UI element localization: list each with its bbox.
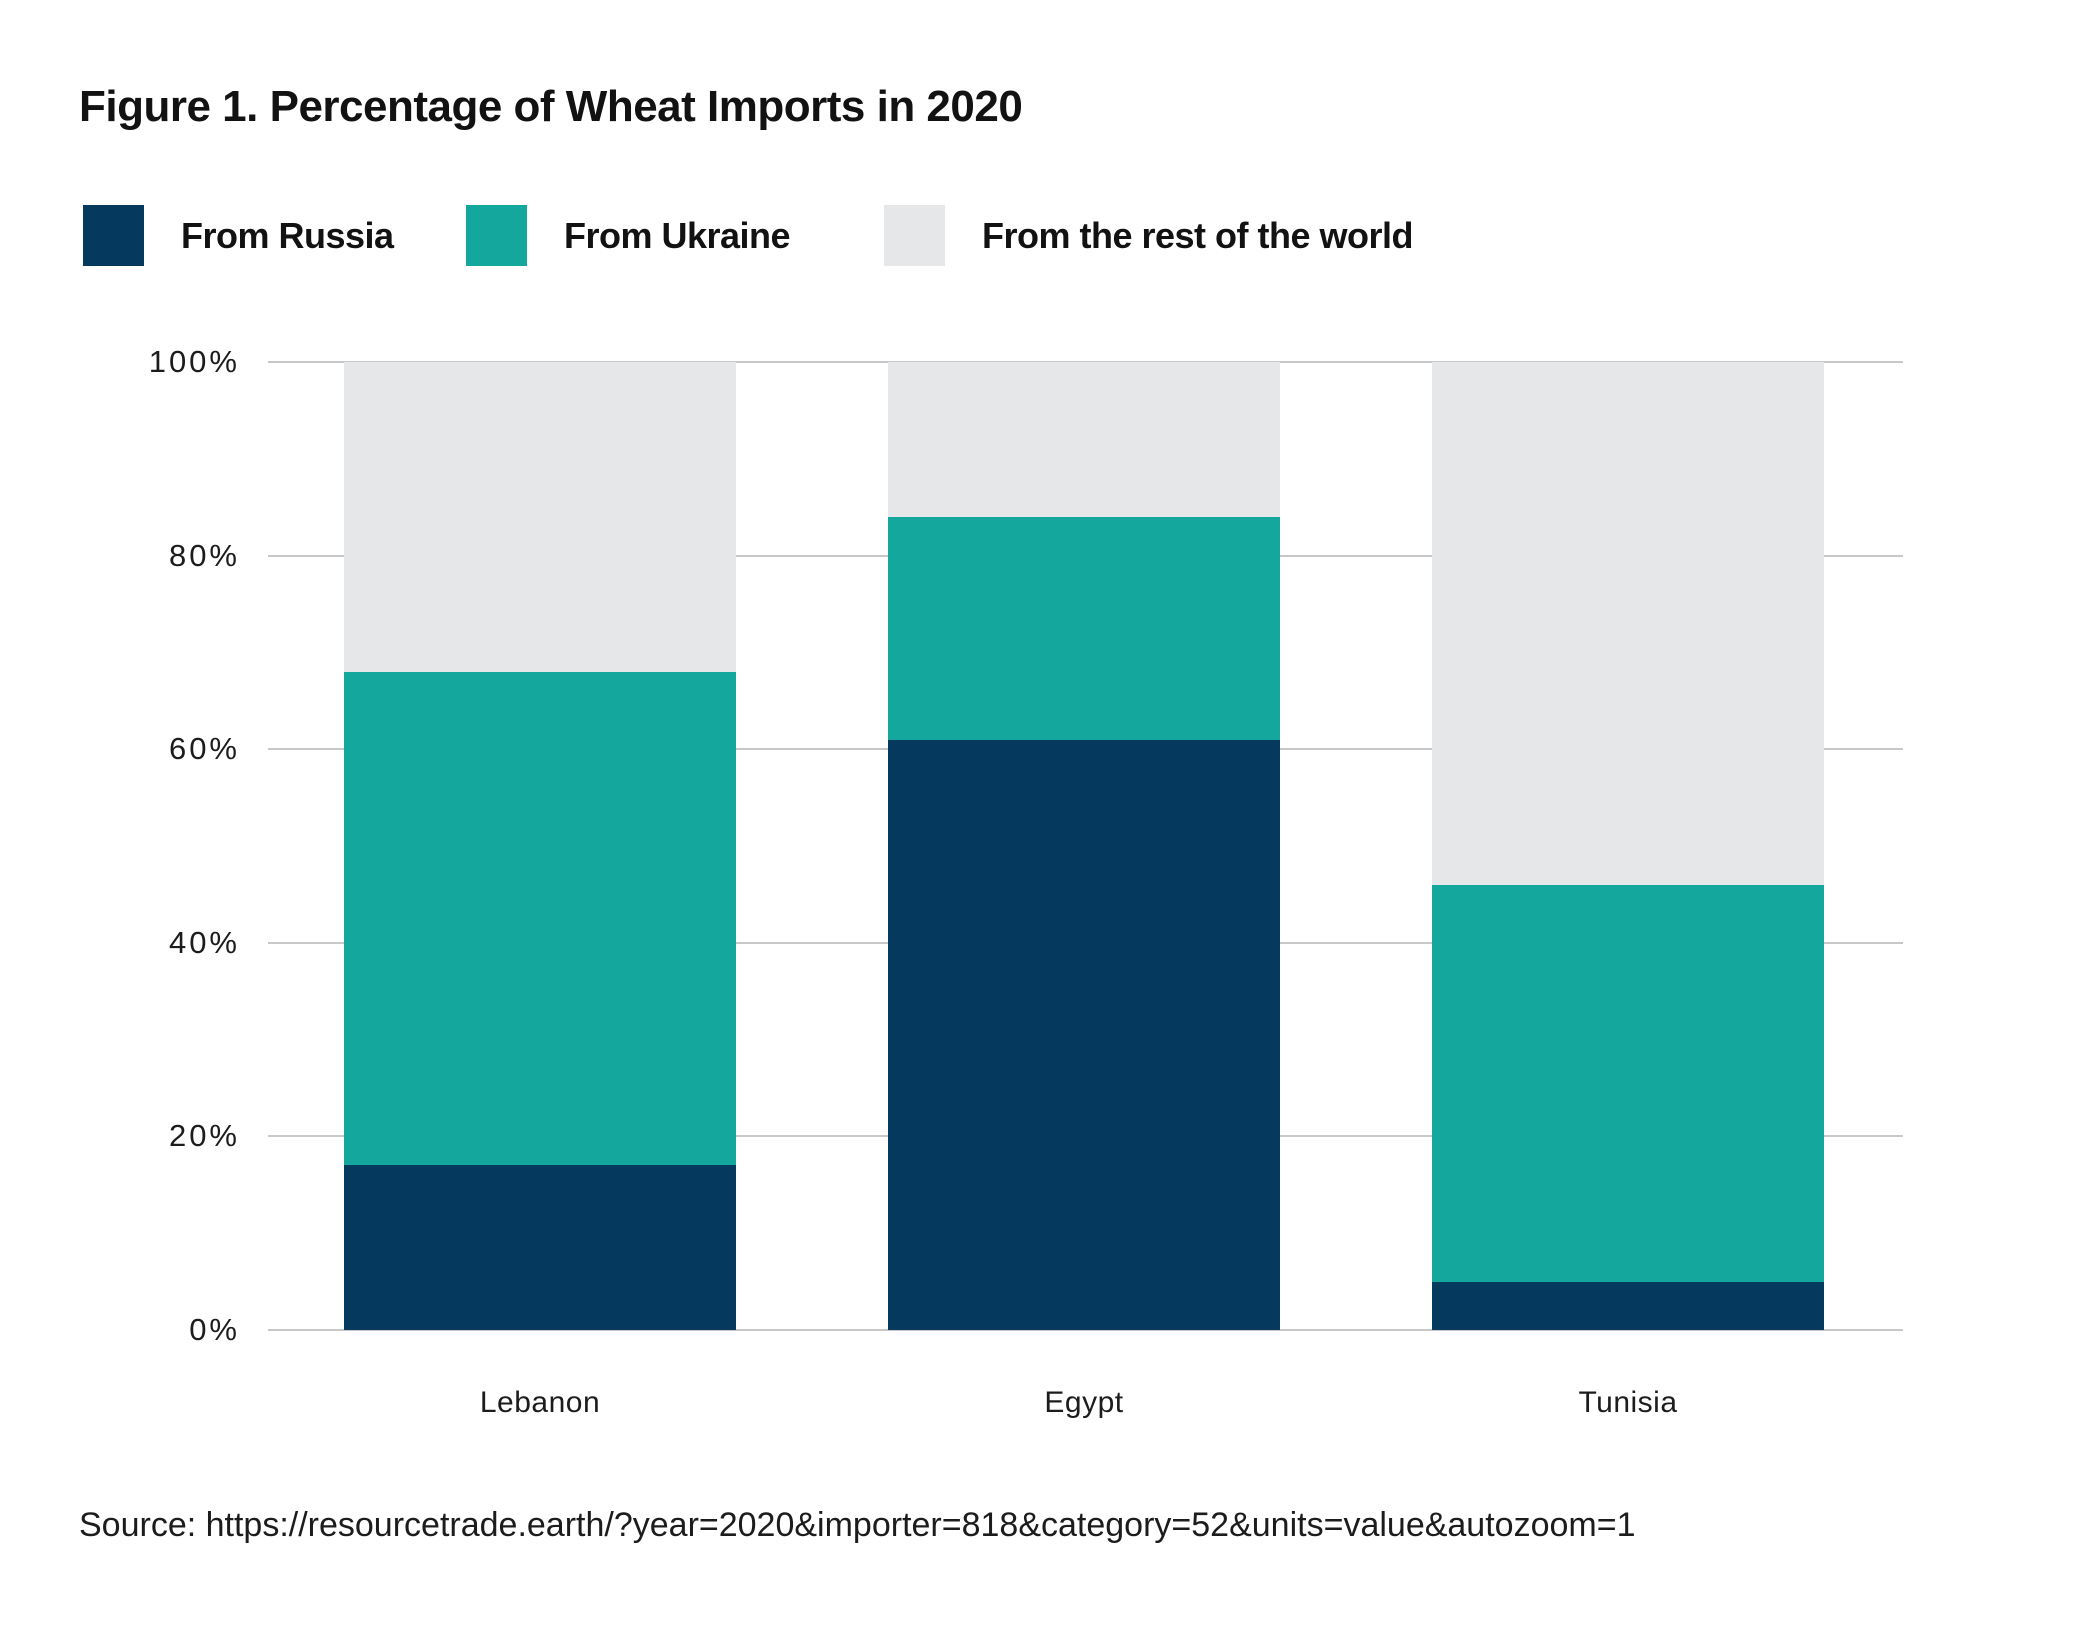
legend-item-rest-of-world: From the rest of the world [884, 205, 1414, 266]
bar-tunisia [1432, 362, 1824, 1330]
legend-swatch-rest-of-world [884, 205, 945, 266]
y-tick-label-100%: 100% [148, 344, 240, 379]
bar-segment-lebanon-from-ukraine [344, 671, 736, 1166]
legend-item-russia: From Russia [83, 205, 394, 266]
x-category-label-lebanon: Lebanon [479, 1386, 601, 1419]
y-tick-label-40%: 40% [168, 924, 240, 960]
legend-swatch-russia [83, 205, 144, 266]
y-tick-label-80%: 80% [168, 537, 240, 573]
x-category-label-egypt: Egypt [1044, 1386, 1124, 1419]
bar-segment-egypt-from-ukraine [888, 516, 1280, 740]
bar-segment-tunisia-from-the-rest-of-the-world [1432, 362, 1824, 885]
legend-label-russia: From Russia [181, 214, 394, 256]
y-tick-label-60%: 60% [168, 731, 240, 767]
x-category-label-tunisia: Tunisia [1578, 1386, 1678, 1419]
gridline-0% [268, 1329, 1903, 1331]
bar-segment-lebanon-from-the-rest-of-the-world [344, 362, 736, 672]
bar-segment-egypt-from-the-rest-of-the-world [888, 362, 1280, 517]
y-tick-label-0%: 0% [189, 1312, 240, 1347]
y-tick-label-20%: 20% [168, 1118, 240, 1154]
legend-swatch-ukraine [466, 205, 527, 266]
bar-segment-egypt-from-russia [888, 739, 1280, 1330]
bar-segment-lebanon-from-russia [344, 1165, 736, 1330]
plot-area [268, 361, 1903, 1331]
legend-label-rest-of-world: From the rest of the world [982, 214, 1414, 256]
bar-segment-tunisia-from-ukraine [1432, 884, 1824, 1282]
legend-item-ukraine: From Ukraine [466, 205, 791, 266]
bar-lebanon [344, 362, 736, 1330]
figure-title: Figure 1. Percentage of Wheat Imports in… [79, 82, 1023, 131]
bar-segment-tunisia-from-russia [1432, 1281, 1824, 1330]
legend-label-ukraine: From Ukraine [564, 214, 791, 256]
source-note: Source: https://resourcetrade.earth/?yea… [79, 1506, 1636, 1544]
bar-egypt [888, 362, 1280, 1330]
legend: From Russia From Ukraine From the rest o… [0, 205, 2084, 267]
